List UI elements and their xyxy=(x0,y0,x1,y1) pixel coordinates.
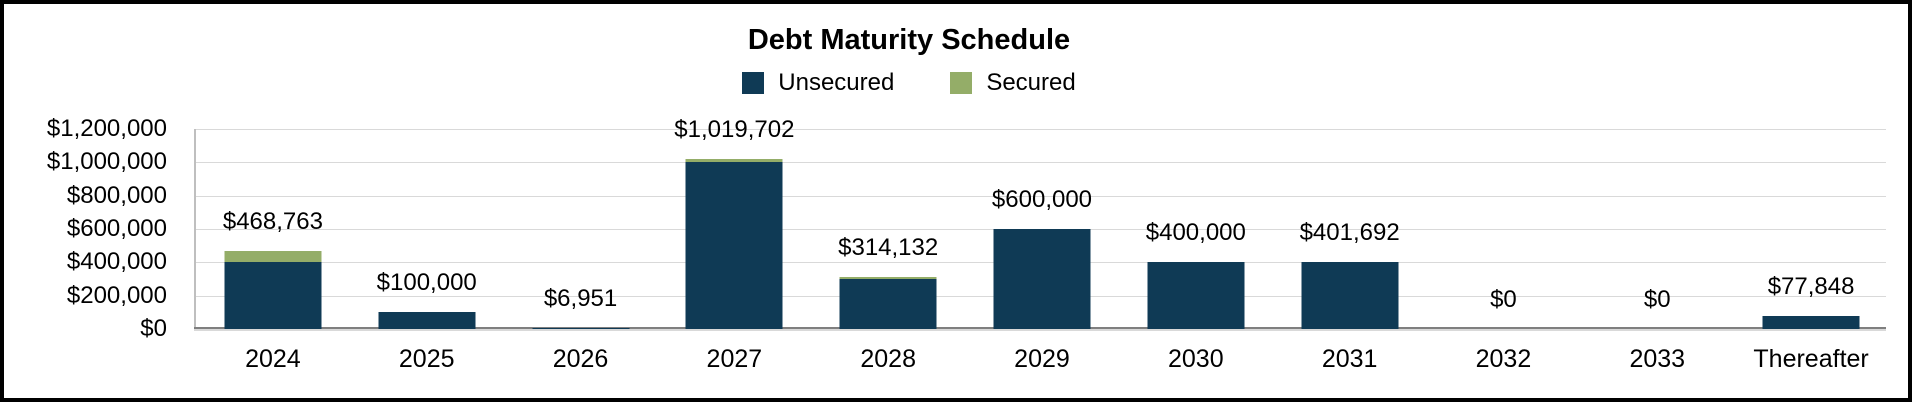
bar-segment-secured-2027 xyxy=(685,159,783,163)
legend-label-unsecured: Unsecured xyxy=(778,69,895,96)
legend-label-secured: Secured xyxy=(986,69,1076,96)
chart-header: Debt Maturity Schedule Unsecured Secured xyxy=(4,4,1814,97)
bar-segment-secured-2028 xyxy=(839,276,937,279)
y-tick-label: $0 xyxy=(140,315,167,342)
bar-segment-secured-2024 xyxy=(224,250,322,263)
bar-2031 xyxy=(1301,262,1399,329)
bar-2030 xyxy=(1147,262,1245,329)
data-label-2028: $314,132 xyxy=(838,233,939,261)
category-slot-2030: $400,000 2030 xyxy=(1119,129,1273,373)
x-tick-label-2029: 2029 xyxy=(1014,345,1070,373)
legend-item-unsecured: Unsecured xyxy=(742,69,894,97)
category-slot-2025: $100,000 2025 xyxy=(350,129,504,373)
legend: Unsecured Secured xyxy=(4,69,1814,97)
y-tick-label: $1,000,000 xyxy=(46,148,167,176)
x-tick-label-2027: 2027 xyxy=(706,345,763,373)
unsecured-swatch-icon xyxy=(742,72,765,94)
category-slot-2027: $1,019,702 2027 xyxy=(657,116,811,373)
data-label-2033: $0 xyxy=(1643,286,1671,313)
x-axis-line xyxy=(194,327,1886,331)
y-tick-label: $200,000 xyxy=(66,281,167,309)
plot-wrap: $0 $200,000 $400,000 $600,000 $800,000 $1,000… xyxy=(4,4,1908,398)
bar-2027 xyxy=(685,159,783,329)
data-label-2029: $600,000 xyxy=(991,186,1093,213)
x-tick-label-2024: 2024 xyxy=(245,345,301,373)
x-tick-label-2028: 2028 xyxy=(860,345,916,373)
data-label-2031: $401,692 xyxy=(1299,219,1400,247)
y-tick-label: $1,200,000 xyxy=(46,115,167,142)
bar-2029 xyxy=(993,229,1091,329)
category-slot-2032: $0 2032 xyxy=(1427,129,1581,373)
gridline xyxy=(196,162,1886,164)
bar-segment-unsecured-2024 xyxy=(224,262,322,329)
chart-title: Debt Maturity Schedule xyxy=(747,24,1071,56)
gridline xyxy=(196,195,1886,197)
gridline xyxy=(196,129,1886,130)
bar-2024 xyxy=(224,250,322,329)
bar-segment-unsecured-2027 xyxy=(685,162,783,329)
bar-thereafter xyxy=(1762,316,1860,329)
x-tick-label-2025: 2025 xyxy=(398,345,455,373)
y-tick-label: $800,000 xyxy=(66,181,167,209)
x-tick-label-2026: 2026 xyxy=(552,345,609,373)
category-slot-2031: $401,692 2031 xyxy=(1273,129,1427,373)
bar-segment-unsecured-2030 xyxy=(1147,262,1245,329)
x-tick-label-2033: 2033 xyxy=(1629,345,1686,373)
x-tick-label-2032: 2032 xyxy=(1475,345,1532,373)
x-tick-label-thereafter: Thereafter xyxy=(1753,345,1869,373)
y-tick-label: $400,000 xyxy=(66,248,167,276)
data-label-thereafter: $77,848 xyxy=(1767,273,1855,301)
secured-swatch-icon xyxy=(950,72,973,94)
data-label-2032: $0 xyxy=(1490,286,1517,313)
plot-area: $0 $200,000 $400,000 $600,000 $800,000 $1,000… xyxy=(47,115,1888,373)
bar-segment-unsecured-2031 xyxy=(1301,262,1399,329)
data-label-2026: $6,951 xyxy=(543,284,618,312)
data-label-2030: $400,000 xyxy=(1145,219,1246,247)
category-slot-2024: $468,763 2024 xyxy=(196,129,350,373)
category-slot-2026: $6,951 2026 xyxy=(504,129,658,373)
x-tick-label-2030: 2030 xyxy=(1168,345,1224,373)
legend-item-secured: Secured xyxy=(950,69,1076,97)
bar-segment-unsecured-2025 xyxy=(378,312,476,329)
data-label-2024: $468,763 xyxy=(222,207,323,235)
bar-segment-unsecured-2029 xyxy=(993,229,1091,329)
data-label-2025: $100,000 xyxy=(376,269,477,297)
bar-2025 xyxy=(378,312,476,329)
bar-segment-unsecured-2026 xyxy=(532,327,630,329)
bar-2028 xyxy=(839,276,937,329)
bar-2026 xyxy=(532,327,630,329)
x-tick-label-2031: 2031 xyxy=(1321,345,1378,373)
category-slot-thereafter: $77,848 Thereafter xyxy=(1734,129,1888,373)
bar-segment-unsecured-thereafter xyxy=(1762,316,1860,329)
category-slot-2033: $0 2033 xyxy=(1580,129,1734,373)
category-slot-2028: $314,132 2028 xyxy=(811,129,965,373)
category-slot-2029: $600,000 2029 xyxy=(965,129,1119,373)
data-label-2027: $1,019,702 xyxy=(674,116,795,144)
bar-segment-unsecured-2028 xyxy=(839,279,937,329)
y-tick-label: $600,000 xyxy=(66,215,167,242)
